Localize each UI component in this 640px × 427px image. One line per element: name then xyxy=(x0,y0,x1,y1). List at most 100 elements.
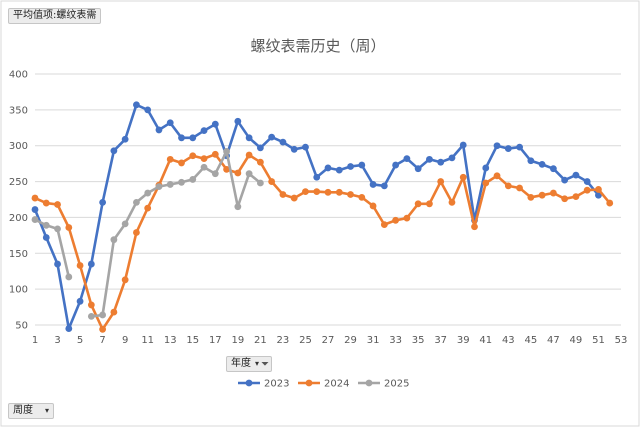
data-point xyxy=(347,163,354,170)
legend-marker xyxy=(305,379,313,387)
data-point xyxy=(99,325,107,333)
legend[interactable]: 2023 2024 2025 xyxy=(238,379,409,390)
data-point xyxy=(358,193,366,201)
data-point xyxy=(335,188,343,196)
data-point xyxy=(65,224,73,231)
series-2023 xyxy=(31,101,602,332)
y-tick-label: 300 xyxy=(9,141,28,152)
dropdown-arrow-icon: ▾ xyxy=(44,406,49,415)
data-point xyxy=(583,186,591,194)
x-tick-label: 11 xyxy=(141,335,154,346)
data-point xyxy=(42,221,50,229)
data-point xyxy=(42,199,50,207)
data-point xyxy=(549,165,557,173)
series-2025 xyxy=(31,148,264,320)
data-point xyxy=(166,119,174,127)
data-point xyxy=(279,138,287,146)
data-point xyxy=(110,147,118,155)
x-tick-label: 29 xyxy=(344,335,357,346)
x-axis-tick-labels: 1 3 5 7 9 11 13 15 17 19 21 23 25 27 29 31 33 35 37 39 41 43 4… xyxy=(32,335,628,346)
y-tick-label: 400 xyxy=(9,70,28,81)
data-point xyxy=(87,312,95,320)
x-tick-label: 43 xyxy=(502,335,515,346)
data-point xyxy=(471,223,478,231)
data-point xyxy=(437,178,445,185)
data-point xyxy=(155,126,163,134)
series-line xyxy=(34,218,71,278)
year-field-label: 年度 xyxy=(231,358,251,369)
y-tick-label: 200 xyxy=(9,213,28,224)
legend-entry-2023: 2023 xyxy=(238,379,289,390)
data-point xyxy=(572,193,580,201)
series-lines xyxy=(31,101,614,333)
data-point xyxy=(392,161,400,169)
data-point xyxy=(76,297,84,305)
data-point xyxy=(606,199,614,207)
x-tick-label: 15 xyxy=(186,335,199,346)
x-tick-label: 31 xyxy=(367,335,380,346)
data-point xyxy=(504,182,512,190)
data-point xyxy=(211,150,219,158)
y-tick-label: 50 xyxy=(15,321,28,332)
data-point xyxy=(549,189,557,197)
data-point xyxy=(234,169,242,177)
data-point xyxy=(527,193,535,201)
x-tick-label: 37 xyxy=(434,335,447,346)
legend-entry-2025: 2025 xyxy=(358,379,409,390)
data-point xyxy=(121,135,129,143)
x-tick-label: 49 xyxy=(570,335,583,346)
data-point xyxy=(268,133,276,141)
data-point xyxy=(178,159,185,167)
data-point xyxy=(369,202,377,210)
data-point xyxy=(54,201,61,208)
filter-icon: ⏷ xyxy=(261,359,269,370)
week-field-button[interactable]: 周度 ▾ xyxy=(8,403,54,419)
data-point xyxy=(76,262,84,269)
data-point xyxy=(200,127,208,135)
data-point xyxy=(459,173,467,181)
data-point xyxy=(234,117,242,125)
data-point xyxy=(99,198,107,206)
data-point xyxy=(324,164,332,172)
year-field-button[interactable]: 年度 ▾ ⏷ xyxy=(226,356,272,372)
dropdown-arrow-icon: ▾ xyxy=(254,359,259,368)
y-tick-label: 350 xyxy=(9,105,28,116)
legend-marker xyxy=(365,379,373,387)
legend-label: 2023 xyxy=(264,379,289,390)
data-point xyxy=(448,154,456,162)
chart-title: 螺纹表需历史（周） xyxy=(250,37,385,55)
x-tick-label: 13 xyxy=(164,335,177,346)
data-point xyxy=(403,155,411,163)
value-field-label: 平均值项:螺纹表需 xyxy=(13,10,97,21)
data-point xyxy=(245,170,253,178)
data-point xyxy=(426,155,433,163)
series-2024 xyxy=(31,150,614,333)
data-point xyxy=(335,166,343,174)
data-point xyxy=(245,151,253,159)
value-field-button[interactable]: 平均值项:螺纹表需 xyxy=(8,8,102,24)
data-point xyxy=(561,176,569,184)
data-point xyxy=(290,194,298,202)
x-tick-label: 1 xyxy=(32,335,38,346)
data-point xyxy=(437,158,445,166)
data-point xyxy=(133,101,140,109)
x-tick-label: 25 xyxy=(299,335,312,346)
x-tick-label: 7 xyxy=(99,335,105,346)
data-point xyxy=(516,143,523,151)
data-point xyxy=(256,158,264,166)
data-point xyxy=(493,142,501,150)
data-point xyxy=(256,179,264,187)
x-tick-label: 45 xyxy=(524,335,537,346)
legend-marker xyxy=(245,379,253,387)
data-point xyxy=(347,191,354,198)
data-point xyxy=(313,173,321,181)
data-point xyxy=(144,204,152,212)
data-point xyxy=(527,157,535,165)
data-point xyxy=(31,216,39,223)
data-point xyxy=(178,178,185,186)
x-tick-label: 21 xyxy=(254,335,267,346)
data-point xyxy=(133,198,140,206)
data-point xyxy=(42,234,50,241)
data-point xyxy=(482,164,490,172)
